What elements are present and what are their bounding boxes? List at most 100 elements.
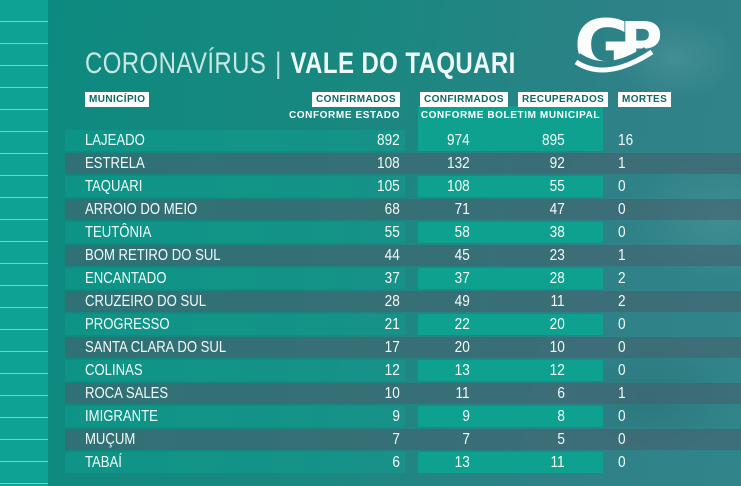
confirmed-state-cell: 28 bbox=[384, 293, 400, 310]
table-row: TABAÍ 6 13 11 0 bbox=[0, 452, 741, 473]
table-row: ENCANTADO 37 37 28 2 bbox=[0, 268, 741, 289]
header-confirmados-municipal: CONFIRMADOS bbox=[420, 92, 508, 107]
confirmed-municipal-cell: 9 bbox=[462, 408, 470, 425]
row-band bbox=[418, 452, 603, 473]
row-stripe bbox=[65, 153, 741, 174]
row-band bbox=[418, 360, 603, 381]
header-sub-conforme-estado: CONFORME ESTADO bbox=[288, 110, 400, 121]
municipality-cell: TAQUARI bbox=[85, 178, 143, 195]
row-stripe bbox=[65, 130, 405, 151]
municipality-cell: ENCANTADO bbox=[85, 270, 167, 287]
confirmed-municipal-cell: 58 bbox=[454, 224, 470, 241]
table-row: IMIGRANTE 9 9 8 0 bbox=[0, 406, 741, 427]
confirmed-state-cell: 105 bbox=[377, 178, 400, 195]
recovered-cell: 20 bbox=[549, 316, 565, 333]
confirmed-state-cell: 37 bbox=[384, 270, 400, 287]
row-band bbox=[418, 222, 603, 243]
row-stripe bbox=[65, 406, 405, 427]
table-row: MUÇUM 7 7 5 0 bbox=[0, 429, 741, 450]
confirmed-state-cell: 21 bbox=[384, 316, 400, 333]
title-separator: | bbox=[275, 47, 282, 80]
table-row: ROCA SALES 10 11 6 1 bbox=[0, 383, 741, 404]
title-coronavirus: CORONAVÍRUS bbox=[85, 47, 267, 80]
deaths-cell: 0 bbox=[618, 408, 626, 425]
table-row: LAJEADO 892 974 895 16 bbox=[0, 130, 741, 151]
row-stripe bbox=[65, 199, 741, 220]
confirmed-state-cell: 9 bbox=[392, 408, 400, 425]
recovered-cell: 6 bbox=[557, 385, 565, 402]
confirmed-municipal-cell: 20 bbox=[454, 339, 470, 356]
row-band bbox=[418, 268, 603, 289]
header-sub-boletim-municipal: CONFORME BOLETIM MUNICIPAL bbox=[420, 110, 601, 121]
confirmed-state-cell: 108 bbox=[377, 155, 400, 172]
confirmed-municipal-cell: 45 bbox=[454, 247, 470, 264]
gp-logo-swoosh bbox=[575, 47, 648, 69]
table-row: TAQUARI 105 108 55 0 bbox=[0, 176, 741, 197]
row-stripe bbox=[65, 337, 741, 358]
municipality-cell: MUÇUM bbox=[85, 431, 136, 448]
gp-logo: G P bbox=[574, 6, 663, 87]
row-stripe bbox=[65, 360, 405, 381]
row-stripe bbox=[65, 245, 741, 266]
header-mortes: MORTES bbox=[618, 92, 672, 107]
municipality-cell: IMIGRANTE bbox=[85, 408, 158, 425]
table-row: SANTA CLARA DO SUL 17 20 10 0 bbox=[0, 337, 741, 358]
recovered-cell: 28 bbox=[549, 270, 565, 287]
row-stripe bbox=[65, 291, 741, 312]
confirmed-municipal-cell: 7 bbox=[462, 431, 470, 448]
municipality-cell: ARROIO DO MEIO bbox=[85, 201, 198, 218]
row-stripe bbox=[65, 314, 405, 335]
municipality-cell: COLINAS bbox=[85, 362, 143, 379]
table-row: ESTRELA 108 132 92 1 bbox=[0, 153, 741, 174]
deaths-cell: 0 bbox=[618, 431, 626, 448]
row-band bbox=[418, 314, 603, 335]
recovered-cell: 5 bbox=[557, 431, 565, 448]
row-band bbox=[418, 406, 603, 427]
municipality-cell: PROGRESSO bbox=[85, 316, 170, 333]
deaths-cell: 1 bbox=[618, 155, 626, 172]
page-title: CORONAVÍRUS | VALE DO TAQUARI bbox=[85, 47, 516, 81]
confirmed-municipal-cell: 108 bbox=[447, 178, 470, 195]
recovered-cell: 23 bbox=[549, 247, 565, 264]
row-band bbox=[418, 130, 603, 151]
confirmed-state-cell: 12 bbox=[384, 362, 400, 379]
municipality-cell: LAJEADO bbox=[85, 132, 145, 149]
header-confirmados-estado: CONFIRMADOS bbox=[312, 92, 400, 107]
confirmed-state-cell: 7 bbox=[392, 431, 400, 448]
table-row: PROGRESSO 21 22 20 0 bbox=[0, 314, 741, 335]
recovered-cell: 10 bbox=[549, 339, 565, 356]
deaths-cell: 2 bbox=[618, 293, 626, 310]
table-row: BOM RETIRO DO SUL 44 45 23 1 bbox=[0, 245, 741, 266]
row-stripe bbox=[65, 429, 741, 450]
confirmed-municipal-cell: 71 bbox=[454, 201, 470, 218]
recovered-cell: 8 bbox=[557, 408, 565, 425]
deaths-cell: 1 bbox=[618, 385, 626, 402]
confirmed-state-cell: 55 bbox=[384, 224, 400, 241]
confirmed-municipal-cell: 49 bbox=[454, 293, 470, 310]
confirmed-state-cell: 44 bbox=[384, 247, 400, 264]
confirmed-state-cell: 892 bbox=[377, 132, 400, 149]
confirmed-municipal-cell: 13 bbox=[454, 362, 470, 379]
municipality-cell: SANTA CLARA DO SUL bbox=[85, 339, 227, 356]
deaths-cell: 0 bbox=[618, 224, 626, 241]
confirmed-municipal-cell: 974 bbox=[447, 132, 470, 149]
recovered-cell: 55 bbox=[549, 178, 565, 195]
confirmed-municipal-cell: 22 bbox=[454, 316, 470, 333]
municipality-cell: CRUZEIRO DO SUL bbox=[85, 293, 207, 310]
recovered-cell: 12 bbox=[549, 362, 565, 379]
recovered-cell: 11 bbox=[550, 454, 565, 471]
row-band bbox=[418, 176, 603, 197]
row-stripe bbox=[65, 268, 405, 289]
municipality-cell: TABAÍ bbox=[85, 454, 122, 471]
table-row: TEUTÔNIA 55 58 38 0 bbox=[0, 222, 741, 243]
municipality-cell: BOM RETIRO DO SUL bbox=[85, 247, 221, 264]
deaths-cell: 0 bbox=[618, 339, 626, 356]
row-stripe bbox=[65, 176, 405, 197]
municipality-cell: TEUTÔNIA bbox=[85, 224, 152, 241]
deaths-cell: 0 bbox=[618, 454, 626, 471]
municipality-cell: ROCA SALES bbox=[85, 385, 169, 402]
confirmed-municipal-cell: 11 bbox=[455, 385, 470, 402]
confirmed-state-cell: 10 bbox=[384, 385, 400, 402]
deaths-cell: 0 bbox=[618, 201, 626, 218]
